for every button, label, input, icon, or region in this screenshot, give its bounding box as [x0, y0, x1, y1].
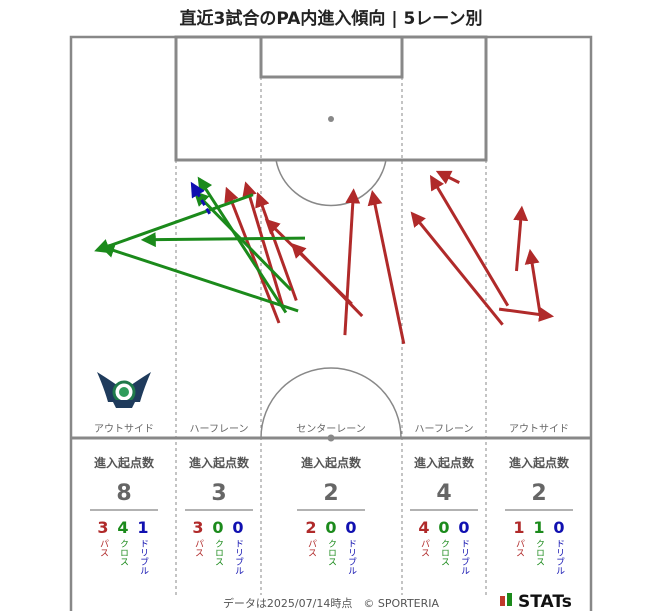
pass-arrow	[524, 248, 543, 319]
pass-label: パス	[419, 539, 430, 557]
stats-logo-mark-red	[500, 596, 505, 606]
dribble-label: ドリブル	[459, 539, 470, 575]
pass-label: パス	[98, 539, 109, 557]
lane-label-outside-left: アウトサイド	[94, 423, 154, 435]
dribble-label: ドリブル	[346, 539, 357, 575]
pass-label: パス	[193, 539, 204, 557]
stats-logo-mark-green	[507, 593, 512, 606]
dribble-arrow	[190, 181, 211, 215]
stats-logo-text: STATs	[518, 592, 572, 611]
center-circle	[260, 367, 402, 439]
cross-count: 0	[212, 518, 223, 537]
dribble-count: 1	[137, 518, 148, 537]
cross-label: クロス	[534, 539, 544, 566]
lane-label-halfspace-left: ハーフレーン	[190, 424, 249, 435]
pass-count: 4	[418, 518, 429, 537]
cross-label: クロス	[439, 539, 449, 566]
pass-arrow	[255, 191, 298, 302]
dribble-label: ドリブル	[138, 539, 149, 575]
pass-arrow	[498, 307, 555, 322]
pass-arrow	[435, 170, 460, 185]
chart-title: 直近3試合のPA内進入傾向 | 5レーン別	[180, 8, 483, 29]
cross-count: 4	[117, 518, 128, 537]
pass-count: 3	[97, 518, 108, 537]
lane-stat-outside-right: 進入起点数 2 1 1 0 パス クロス ドリブル	[505, 455, 573, 575]
count-title: 進入起点数	[301, 455, 362, 470]
entry-arrows	[94, 170, 555, 345]
pass-label: パス	[306, 539, 317, 557]
count-total: 8	[116, 481, 131, 506]
cross-arrow	[193, 190, 293, 292]
penalty-spot	[328, 116, 334, 122]
club-crest-logo	[97, 372, 151, 408]
count-total: 2	[323, 481, 338, 506]
count-total: 3	[211, 481, 226, 506]
penalty-area	[174, 35, 488, 162]
cross-arrow	[99, 243, 299, 313]
lane-label-center: センターレーン	[296, 423, 366, 435]
count-title: 進入起点数	[509, 455, 570, 470]
pass-arrow	[242, 181, 284, 307]
footer-note: データは2025/07/14時点 © SPORTERIA	[223, 596, 440, 610]
cross-arrow	[94, 193, 254, 254]
stats-logo: STATs	[500, 592, 572, 612]
pass-arrow	[513, 205, 529, 272]
count-total: 4	[436, 481, 451, 506]
dribble-label: ドリブル	[554, 539, 565, 575]
pass-arrow	[410, 211, 504, 326]
pass-count: 3	[192, 518, 203, 537]
lane-labels: アウトサイド ハーフレーン センターレーン ハーフレーン アウトサイド	[94, 423, 569, 435]
penalty-arc	[275, 159, 387, 207]
cross-count: 1	[533, 518, 544, 537]
lane-stat-outside-left: 進入起点数 8 3 4 1 パス クロス ドリブル	[90, 455, 158, 575]
lane-label-halfspace-right: ハーフレーン	[415, 424, 474, 435]
cross-count: 0	[438, 518, 449, 537]
cross-label: クロス	[213, 539, 223, 566]
count-title: 進入起点数	[414, 455, 475, 470]
lane-stat-center: 進入起点数 2 2 0 0 パス クロス ドリブル	[297, 455, 365, 575]
pass-arrow	[429, 174, 510, 307]
lane-stat-halfspace-right: 進入起点数 4 4 0 0 パス クロス ドリブル	[410, 455, 478, 575]
pass-arrow	[367, 190, 406, 345]
dribble-count: 0	[553, 518, 564, 537]
cross-arrow	[197, 176, 288, 314]
lane-label-outside-right: アウトサイド	[509, 423, 569, 435]
dribble-count: 0	[458, 518, 469, 537]
cross-label: クロス	[118, 539, 128, 566]
cross-label: クロス	[326, 539, 336, 566]
dribble-count: 0	[232, 518, 243, 537]
center-spot	[327, 434, 335, 442]
pass-count: 1	[513, 518, 524, 537]
pass-arrow	[290, 242, 364, 318]
lane-stat-halfspace-left: 進入起点数 3 3 0 0 パス クロス ドリブル	[185, 455, 253, 575]
dribble-label: ドリブル	[233, 539, 244, 575]
count-total: 2	[531, 481, 546, 506]
dribble-count: 0	[345, 518, 356, 537]
goal-area	[259, 35, 404, 79]
count-title: 進入起点数	[189, 455, 250, 470]
count-title: 進入起点数	[94, 455, 155, 470]
cross-arrow	[140, 232, 306, 248]
lane-stats: 進入起点数 8 3 4 1 パス クロス ドリブル 進入起点数 3 3 0 0 …	[90, 455, 573, 575]
cross-count: 0	[325, 518, 336, 537]
pass-arrow	[343, 188, 361, 336]
pass-count: 2	[305, 518, 316, 537]
pass-label: パス	[514, 539, 525, 557]
